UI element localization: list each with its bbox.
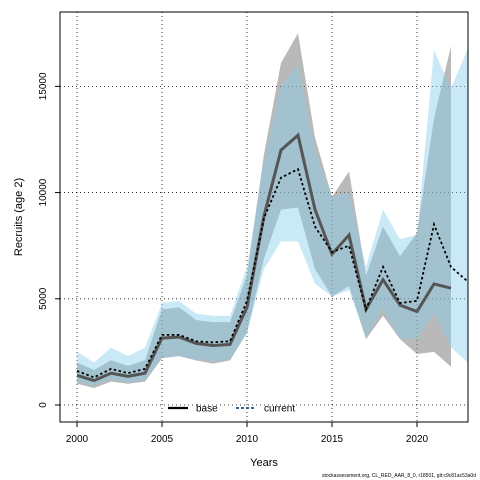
band-current [77, 48, 468, 386]
y-tick-label: 10000 [38, 178, 49, 206]
legend: base current [168, 404, 295, 415]
x-axis-label: Years [250, 457, 278, 469]
x-tick-label: 2005 [151, 434, 174, 445]
y-tick-label: 15000 [38, 72, 49, 100]
x-tick-label: 2000 [66, 434, 89, 445]
x-tick-label: 2020 [406, 434, 429, 445]
credit-text: stockassessment.org, CL_RED_AAR_8_0, r18… [322, 473, 476, 479]
x-tick-label: 2015 [321, 434, 344, 445]
y-tick-label: 0 [38, 402, 49, 408]
y-axis-label: Recruits (age 2) [13, 178, 25, 256]
axes: 2000 2005 2010 2015 2020 0 5000 10000 15000 [38, 72, 429, 445]
legend-label-current: current [264, 404, 295, 415]
line-base [76, 132, 452, 383]
plot-frame [59, 11, 469, 423]
x-tick-label: 2010 [236, 434, 259, 445]
y-tick-label: 5000 [38, 287, 49, 310]
legend-label-base: base [196, 404, 218, 415]
series-lines [76, 132, 468, 383]
